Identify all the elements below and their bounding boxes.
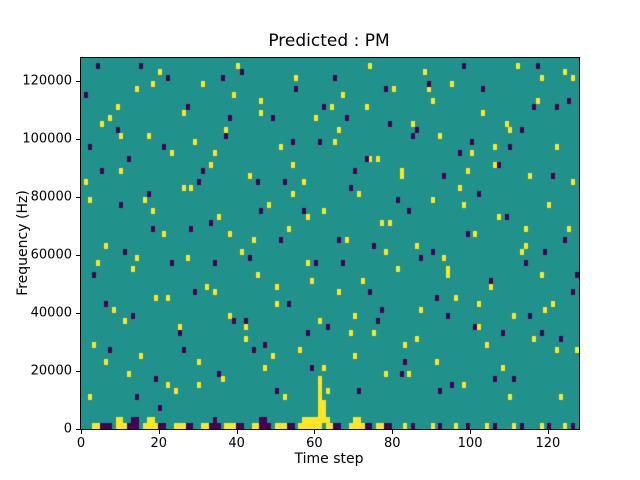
x-tick-label: 100 [457, 436, 483, 451]
y-tick-mark [76, 139, 80, 141]
y-tick-mark [76, 429, 80, 430]
x-tick-label: 20 [150, 436, 168, 451]
x-tick-mark [158, 430, 160, 434]
y-tick-label: 0 [63, 421, 72, 437]
plot-area: 0 20 40 60 80 100 120 0 20000 40000 60000 80000 1000… [22, 57, 580, 451]
y-tick-label: 120000 [22, 73, 72, 89]
x-axis-label: Time step [294, 451, 364, 467]
y-tick-label: 20000 [30, 363, 72, 379]
x-tick-label: 0 [76, 436, 86, 451]
y-axis-label: Frequency (Hz) [15, 190, 31, 296]
y-tick-mark [76, 197, 80, 199]
y-tick-mark [76, 81, 80, 83]
y-tick-mark [76, 313, 80, 315]
y-tick-label: 80000 [30, 189, 72, 205]
y-tick-label: 40000 [30, 305, 72, 321]
y-tick-mark [76, 371, 80, 373]
y-tick-label: 100000 [22, 131, 72, 147]
x-tick-mark [314, 430, 316, 434]
chart-title: Predicted : PM [268, 31, 390, 51]
heatmap-canvas [81, 58, 579, 429]
x-tick-mark [470, 430, 472, 434]
x-tick-mark [392, 430, 394, 434]
x-tick-label: 120 [535, 436, 561, 451]
x-tick-mark [236, 430, 238, 434]
x-tick-mark [81, 430, 82, 434]
y-tick-mark [76, 255, 80, 257]
y-tick-label: 60000 [30, 247, 72, 263]
x-tick-mark [547, 430, 549, 434]
x-tick-label: 60 [306, 436, 323, 451]
x-tick-label: 40 [228, 436, 245, 451]
x-tick-label: 80 [383, 436, 401, 451]
